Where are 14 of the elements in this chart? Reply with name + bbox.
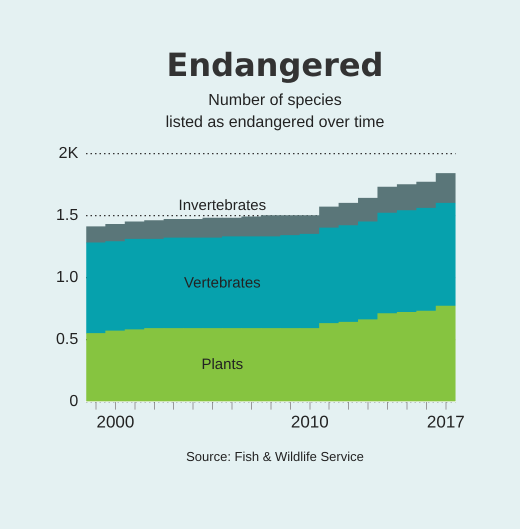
chart-title: Endangered — [166, 46, 384, 84]
y-tick-label: 0.5 — [56, 331, 78, 348]
series-label: Invertebrates — [178, 197, 266, 214]
y-tick-label: 1.5 — [56, 207, 78, 224]
source-note: Source: Fish & Wildlife Service — [185, 449, 365, 464]
x-tick-label: 2010 — [290, 412, 329, 432]
y-tick-label: 1.0 — [56, 269, 78, 286]
series-label: Vertebrates — [184, 274, 261, 292]
y-tick-label: 0 — [69, 393, 78, 410]
x-tick-label: 2017 — [426, 412, 465, 432]
x-tick-label: 2000 — [96, 412, 134, 432]
series-label: Plants — [201, 356, 244, 373]
chart-subtitle: Number of species listed as endangered over time — [164, 91, 386, 133]
y-tick-label: 2K — [58, 145, 79, 162]
